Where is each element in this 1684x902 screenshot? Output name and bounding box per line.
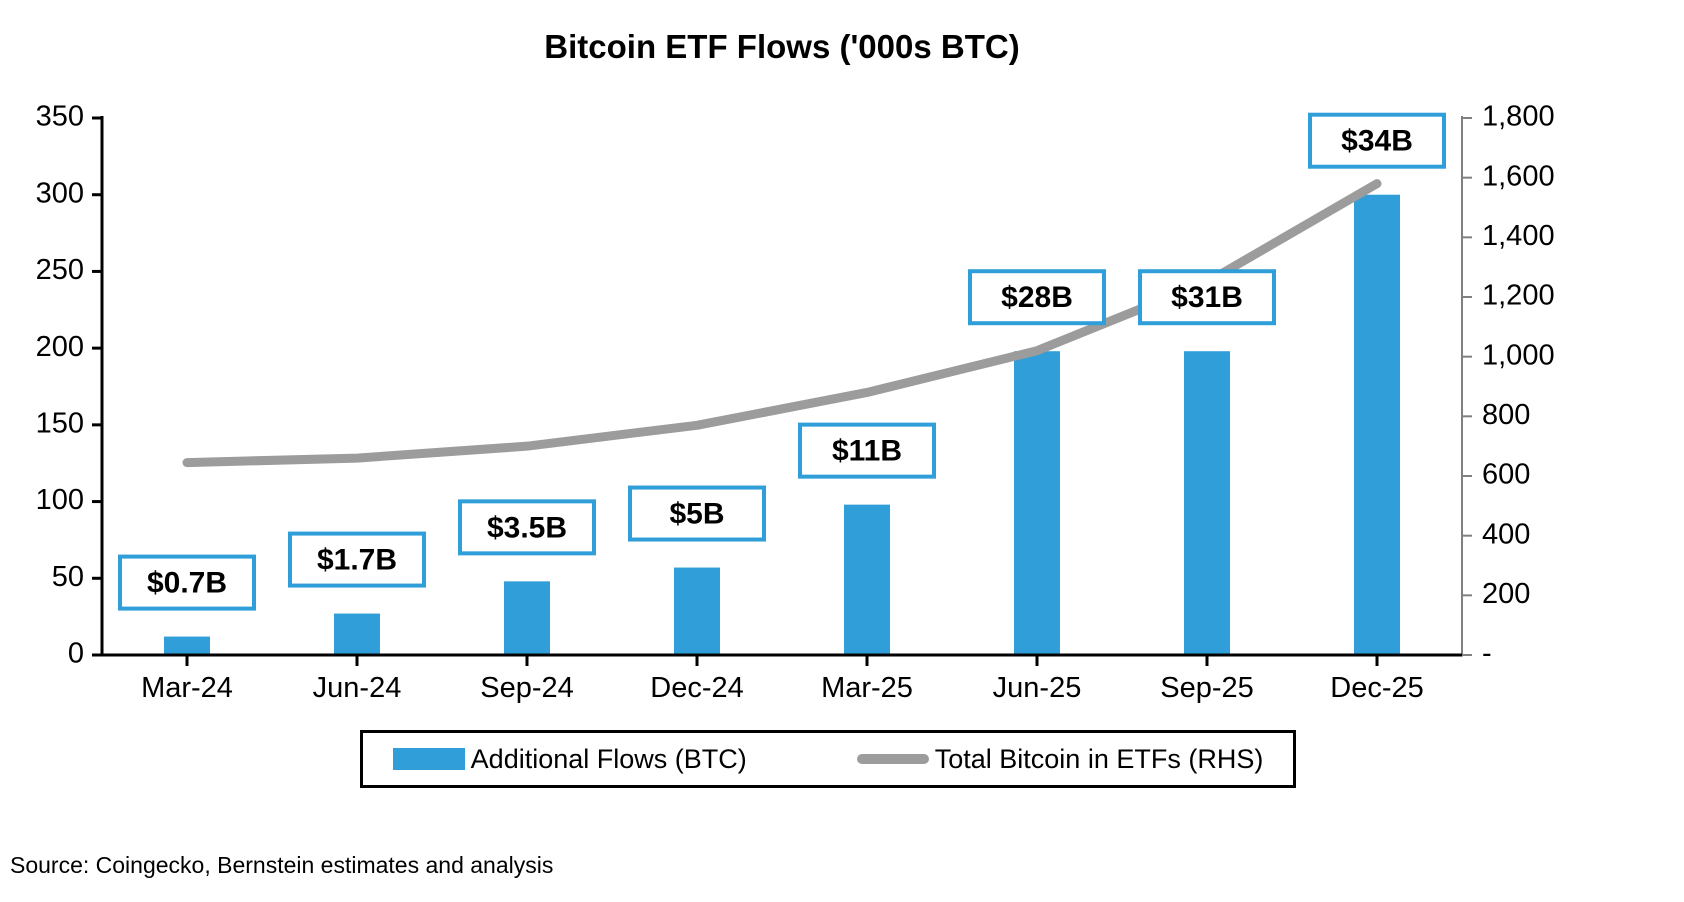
- legend-bar-label: Additional Flows (BTC): [470, 743, 747, 774]
- left-axis-tick-label: 100: [36, 484, 84, 516]
- x-axis-tick-label: Jun-25: [993, 672, 1082, 704]
- legend: Additional Flows (BTC) Total Bitcoin in …: [360, 730, 1296, 788]
- value-label-box: [798, 422, 936, 479]
- left-axis-tick-label: 150: [36, 408, 84, 440]
- right-axis-tick-label: 1,600: [1482, 160, 1555, 192]
- left-axis-tick-label: 350: [36, 101, 84, 133]
- value-label-box: [118, 554, 256, 611]
- left-axis-tick-label: 250: [36, 254, 84, 286]
- bar-Mar-25: [844, 504, 890, 655]
- bar-Jun-25: [1014, 351, 1060, 655]
- right-axis-tick-label: 1,400: [1482, 220, 1555, 252]
- right-axis-tick-label: 1,000: [1482, 339, 1555, 371]
- value-label: $11B: [832, 435, 902, 468]
- legend-item-line: Total Bitcoin in ETFs (RHS): [856, 743, 1264, 775]
- right-axis-tick-label: 200: [1482, 578, 1530, 610]
- left-axis-tick-label: 300: [36, 177, 84, 209]
- right-axis-tick-label: 600: [1482, 459, 1530, 491]
- value-label-box: [458, 499, 596, 556]
- legend-line-label: Total Bitcoin in ETFs (RHS): [934, 743, 1264, 774]
- right-axis-tick-label: -: [1482, 638, 1492, 670]
- value-label: $31B: [1171, 281, 1243, 314]
- x-axis-tick-label: Jun-24: [313, 672, 402, 704]
- left-axis-tick-label: 200: [36, 331, 84, 363]
- value-label: $1.7B: [317, 543, 397, 576]
- bar-Mar-24: [164, 636, 210, 655]
- value-label: $34B: [1341, 125, 1413, 158]
- bar-Dec-25: [1354, 194, 1400, 655]
- x-axis-tick-label: Sep-24: [480, 672, 574, 704]
- bar-Dec-24: [674, 567, 720, 655]
- right-axis-tick-label: 1,200: [1482, 280, 1555, 312]
- value-label-box: [628, 485, 766, 542]
- value-label-box: [1138, 269, 1276, 326]
- value-label: $0.7B: [147, 567, 227, 600]
- bar-Sep-24: [504, 581, 550, 655]
- legend-line-swatch: [856, 754, 929, 764]
- left-axis-tick-label: 0: [68, 638, 84, 670]
- value-label-box: [968, 269, 1106, 326]
- right-axis-tick-label: 800: [1482, 399, 1530, 431]
- chart-title: Bitcoin ETF Flows ('000s BTC): [544, 28, 1020, 65]
- bar-Sep-25: [1184, 351, 1230, 655]
- x-axis-tick-label: Dec-25: [1330, 672, 1424, 704]
- x-axis-tick-label: Mar-25: [821, 672, 913, 704]
- value-label: $28B: [1001, 281, 1073, 314]
- x-axis-tick-label: Mar-24: [141, 672, 233, 704]
- right-axis-tick-label: 1,800: [1482, 101, 1555, 133]
- value-label: $5B: [669, 497, 724, 530]
- left-axis-tick-label: 50: [52, 561, 84, 593]
- value-label: $3.5B: [487, 511, 567, 544]
- value-label-box: [288, 531, 426, 588]
- legend-item-bars: Additional Flows (BTC): [392, 743, 747, 775]
- chart-plot: $0.7B $1.7B $3.5B $5B $11B $28B $31B $34B 0 50 100…: [36, 101, 1555, 704]
- right-axis-tick-label: 400: [1482, 518, 1530, 550]
- source-note: Source: Coingecko, Bernstein estimates a…: [10, 852, 554, 878]
- legend-bar-swatch: [392, 748, 465, 770]
- x-axis-tick-label: Dec-24: [650, 672, 744, 704]
- bar-Jun-24: [334, 613, 380, 655]
- value-label-box: [1308, 112, 1446, 169]
- x-axis-tick-label: Sep-25: [1160, 672, 1254, 704]
